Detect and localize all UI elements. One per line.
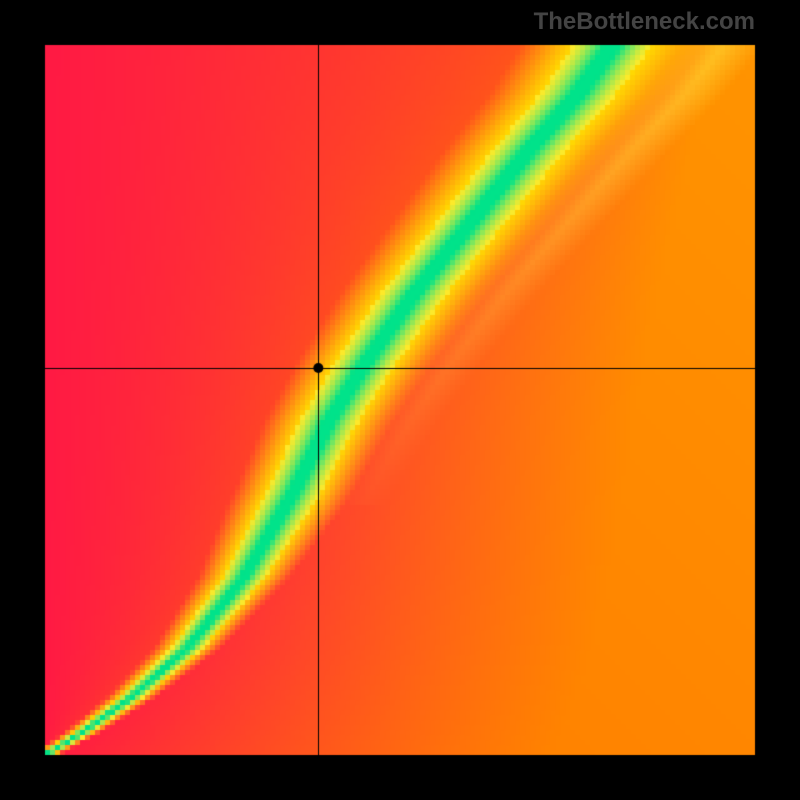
bottleneck-heatmap — [0, 0, 800, 800]
chart-container: TheBottleneck.com — [0, 0, 800, 800]
